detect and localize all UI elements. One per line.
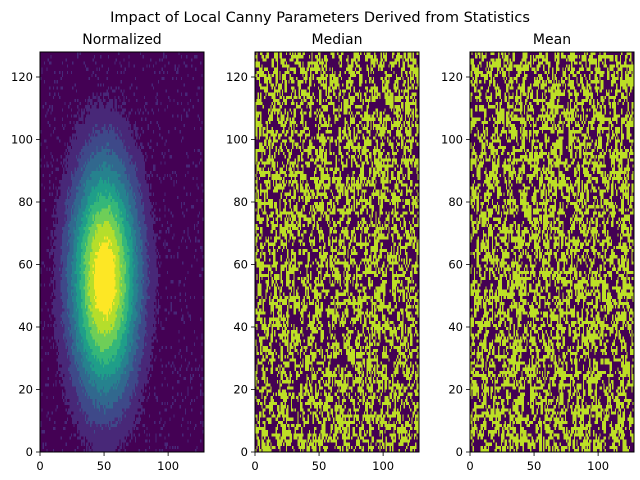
- y-tick-label: 80: [448, 195, 463, 209]
- axes-frame-median: [254, 51, 420, 453]
- y-tick-label: 120: [441, 70, 463, 84]
- y-tick-label: 100: [226, 133, 248, 147]
- y-tick-label: 60: [233, 258, 248, 272]
- heatmap-image-median: [255, 52, 419, 452]
- x-tick-label: 0: [36, 459, 43, 473]
- y-tick-label: 0: [456, 445, 463, 459]
- y-tick-label: 20: [448, 383, 463, 397]
- y-tick-label: 100: [441, 133, 463, 147]
- figure-suptitle: Impact of Local Canny Parameters Derived…: [110, 10, 530, 26]
- panel-normalized: Normalized 0 50 100 0 20 40 60 80 100 120: [11, 32, 205, 473]
- y-tick-label: 40: [18, 320, 33, 334]
- heatmap-image-normalized: [40, 52, 204, 452]
- x-tick-label: 100: [587, 459, 609, 473]
- panel-mean: Mean 0 50 100 0 20 40 60 80 100 120: [441, 32, 635, 473]
- x-tick-label: 0: [466, 459, 473, 473]
- y-tick-label: 20: [233, 383, 248, 397]
- axes-frame-mean: [469, 51, 635, 453]
- y-tick-label: 40: [233, 320, 248, 334]
- x-tick-label: 50: [312, 459, 327, 473]
- axes-frame-normalized: [39, 51, 205, 453]
- panel-title-median: Median: [312, 32, 363, 48]
- panel-median: Median 0 50 100 0 20 40 60 80 100 120: [226, 32, 420, 473]
- ticks-median: 0 50 100 0 20 40 60 80 100 120: [226, 70, 394, 473]
- x-tick-label: 100: [372, 459, 394, 473]
- y-tick-label: 80: [18, 195, 33, 209]
- y-tick-label: 120: [226, 70, 248, 84]
- x-tick-label: 50: [97, 459, 112, 473]
- y-tick-label: 20: [18, 383, 33, 397]
- y-tick-label: 80: [233, 195, 248, 209]
- panel-title-normalized: Normalized: [82, 32, 161, 48]
- y-tick-label: 120: [11, 70, 33, 84]
- y-tick-label: 100: [11, 133, 33, 147]
- y-tick-label: 0: [241, 445, 248, 459]
- y-tick-label: 60: [18, 258, 33, 272]
- panel-title-mean: Mean: [533, 32, 571, 48]
- ticks-normalized: 0 50 100 0 20 40 60 80 100 120: [11, 70, 179, 473]
- y-tick-label: 40: [448, 320, 463, 334]
- y-tick-label: 0: [26, 445, 33, 459]
- x-tick-label: 100: [157, 459, 179, 473]
- x-tick-label: 50: [527, 459, 542, 473]
- x-tick-label: 0: [251, 459, 258, 473]
- ticks-mean: 0 50 100 0 20 40 60 80 100 120: [441, 70, 609, 473]
- y-tick-label: 60: [448, 258, 463, 272]
- heatmap-image-mean: [470, 52, 634, 452]
